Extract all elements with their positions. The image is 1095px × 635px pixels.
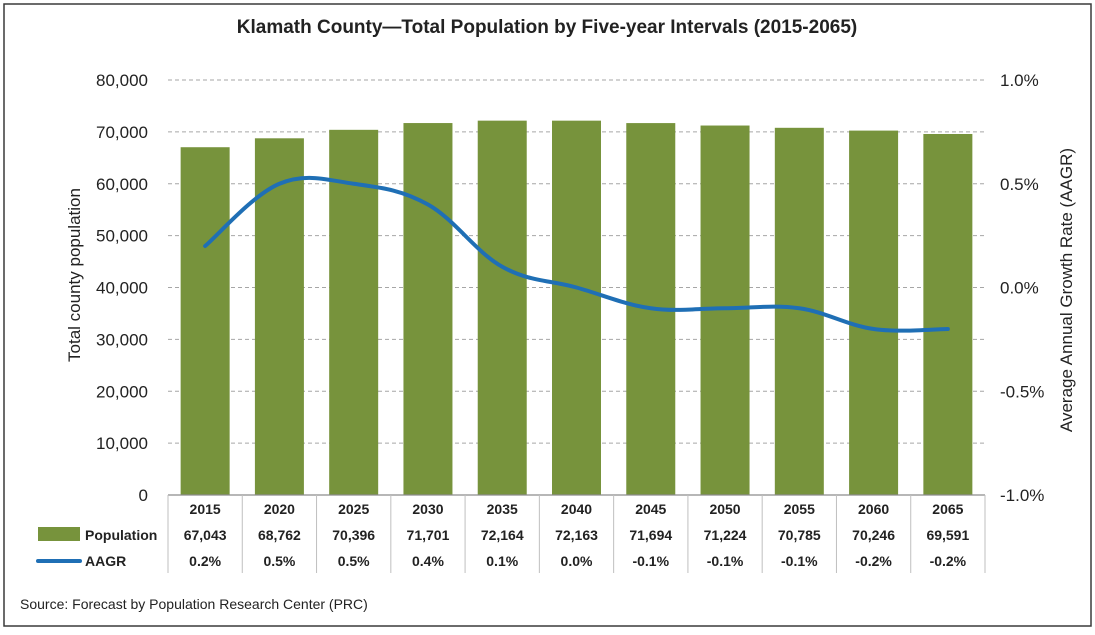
x-tick-label: 2045 [635,501,666,517]
data-table: 2015 67,043 0.2% 2020 68,762 0.5% 2025 70,396 0.… [36,495,986,573]
population-value-label: 69,591 [926,527,969,543]
population-bar [477,120,527,496]
chart-title: Klamath County—Total Population by Five-… [237,17,857,38]
y2-tick-label: -1.0% [1000,486,1044,505]
population-bar [180,147,230,496]
y-tick-label: 50,000 [96,227,148,246]
y2-tick-label: -0.5% [1000,382,1044,401]
y2-tick-label: 0.5% [1000,175,1039,194]
population-bar [403,123,453,496]
aagr-value-label: -0.1% [707,553,744,569]
population-value-label: 71,701 [407,527,450,543]
aagr-value-label: -0.2% [930,553,967,569]
aagr-value-label: -0.2% [855,553,892,569]
x-tick-label: 2065 [932,501,963,517]
population-value-label: 71,224 [704,527,747,543]
aagr-line-layer [203,175,950,333]
aagr-value-label: -0.1% [632,553,669,569]
y-tick-label: 40,000 [96,279,148,298]
population-bar [254,138,304,495]
x-tick-label: 2040 [561,501,592,517]
y-axis-label: Total county population [65,188,84,362]
y-tick-label: 30,000 [96,330,148,349]
aagr-value-label: 0.5% [338,553,370,569]
aagr-line [203,175,950,333]
y-tick-label: 10,000 [96,434,148,453]
population-bar [552,120,601,496]
y2-tick-label: 0.0% [1000,279,1039,298]
x-tick-label: 2055 [784,501,815,517]
population-value-label: 70,396 [332,527,375,543]
population-value-label: 72,163 [555,527,598,543]
x-tick-label: 2060 [858,501,889,517]
legend-label-population: Population [85,527,157,543]
population-bar [849,130,899,495]
y-tick-label: 60,000 [96,175,148,194]
legend-label-aagr: AAGR [85,553,126,569]
x-tick-label: 2030 [412,501,443,517]
y-tick-label: 70,000 [96,123,148,142]
legend-key-population [38,527,80,541]
y2-axis-label: Average Annual Growth Rate (AAGR) [1057,148,1076,432]
population-bar [923,133,973,495]
population-value-label: 70,246 [852,527,895,543]
x-tick-label: 2050 [709,501,740,517]
population-bar [329,129,379,496]
aagr-value-label: 0.2% [189,553,221,569]
x-tick-label: 2035 [487,501,518,517]
aagr-value-label: 0.4% [412,553,444,569]
y-tick-label: 20,000 [96,382,148,401]
x-tick-label: 2015 [190,501,221,517]
y2-tick-label: 1.0% [1000,71,1039,90]
population-value-label: 70,785 [778,527,821,543]
x-tick-label: 2020 [264,501,295,517]
population-value-label: 72,164 [481,527,524,543]
y-tick-label: 80,000 [96,71,148,90]
population-value-label: 71,694 [629,527,672,543]
population-value-label: 67,043 [184,527,227,543]
source-note: Source: Forecast by Population Research … [20,596,368,612]
axes: 0 10,000 20,000 30,000 40,000 50,000 60,000 70,… [96,71,1044,505]
aagr-value-label: 0.0% [561,553,593,569]
y-tick-label: 0 [139,486,148,505]
aagr-value-label: 0.5% [263,553,295,569]
population-value-label: 68,762 [258,527,301,543]
aagr-value-label: -0.1% [781,553,818,569]
x-tick-label: 2025 [338,501,369,517]
aagr-value-label: 0.1% [486,553,518,569]
